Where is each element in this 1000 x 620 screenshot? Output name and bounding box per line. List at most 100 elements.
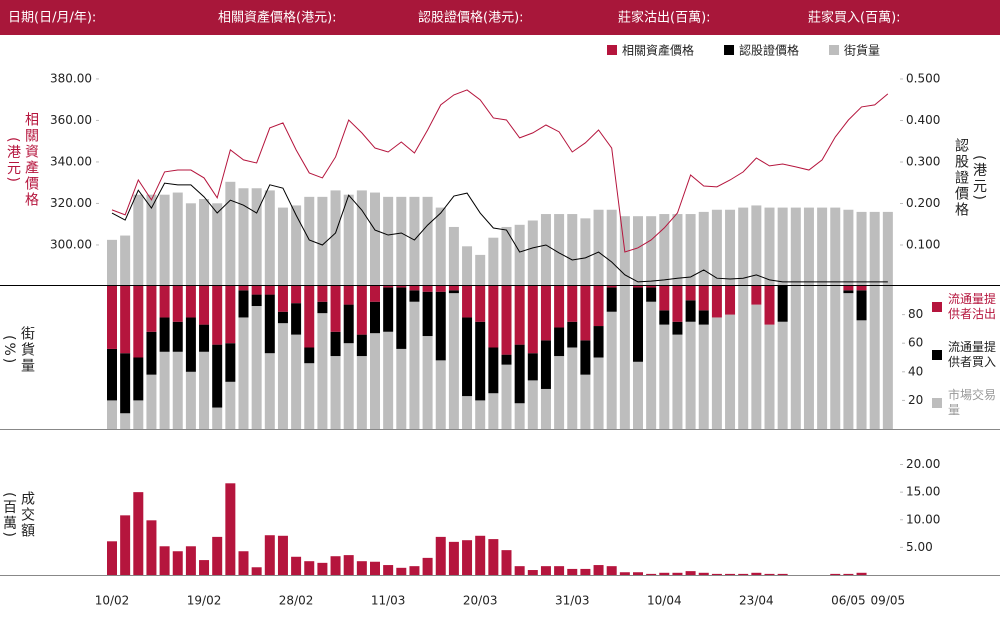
bar [212, 203, 223, 285]
bar-segment [264, 294, 275, 354]
bar [698, 572, 709, 575]
bar [633, 572, 643, 575]
bar [370, 192, 380, 285]
bar [593, 565, 604, 575]
bar-segment [238, 290, 249, 318]
legend-swatch [932, 350, 942, 360]
x-tick-label: 23/04 [739, 594, 774, 608]
bar [343, 194, 354, 285]
bar-segment [527, 353, 538, 381]
bar-segment [672, 286, 683, 322]
bar-segment [633, 286, 643, 288]
line [111, 89, 889, 253]
bar-segment [343, 343, 354, 429]
bar-segment [146, 374, 157, 429]
bar [172, 192, 183, 285]
y-tick-label: 5.00 [906, 540, 933, 554]
bar-segment [764, 324, 775, 429]
bar [251, 188, 262, 285]
bar-segment [711, 317, 722, 429]
bar-segment [830, 286, 841, 429]
x-tick-label: 06/05 [831, 594, 866, 608]
bar-segment [514, 286, 525, 345]
bar [711, 573, 722, 575]
bar [751, 205, 762, 285]
bar [448, 226, 459, 285]
bar [567, 214, 578, 285]
bar-segment [422, 291, 433, 337]
bar [396, 567, 407, 575]
bar-segment [501, 354, 512, 365]
bar [475, 535, 486, 575]
bar [672, 214, 683, 285]
bar-segment [409, 290, 420, 302]
bar [448, 541, 459, 575]
y-axis-title: 街貨量 (%) [0, 300, 36, 400]
bar-segment [304, 363, 315, 429]
bar-segment [159, 286, 170, 318]
bar [277, 535, 288, 575]
bar-segment [107, 400, 117, 429]
bar-segment [435, 360, 446, 429]
bar-segment [725, 286, 736, 315]
bar-segment [672, 321, 683, 335]
bar-segment [172, 321, 183, 352]
bar [738, 207, 749, 285]
bar-segment [554, 286, 565, 328]
bar-segment [501, 286, 512, 355]
header-label: 莊家沽出(百萬): [618, 10, 711, 26]
bar-segment [383, 286, 394, 288]
bar [133, 492, 144, 575]
y-tick-label: 10.00 [906, 512, 940, 526]
bar [659, 572, 670, 575]
bar-segment [633, 361, 643, 429]
bar [225, 181, 236, 285]
bar-segment [659, 324, 670, 429]
bar-segment [251, 294, 262, 307]
bar [633, 216, 643, 285]
bar-segment [567, 321, 578, 348]
bar-segment [646, 301, 657, 429]
bar-segment [146, 331, 157, 375]
bar [107, 239, 117, 285]
bar-segment [698, 286, 709, 311]
bar [764, 207, 775, 285]
bar [370, 561, 380, 575]
legend-swatch [932, 398, 942, 408]
bar-segment [633, 287, 643, 362]
bar-segment [843, 286, 854, 291]
bar-segment [199, 286, 210, 325]
bar-segment [172, 351, 183, 429]
bar [567, 568, 578, 575]
bar [869, 211, 880, 285]
bar-segment [396, 286, 407, 288]
bar-segment [593, 286, 604, 327]
bar [725, 573, 736, 575]
bar-segment [843, 290, 854, 294]
bar-segment [501, 364, 512, 429]
bar-segment [619, 286, 630, 429]
bar-segment [685, 321, 696, 429]
legend-label: 認股證價格 [739, 43, 799, 58]
legend-label: 相關資產價格 [622, 43, 694, 58]
x-tick-label: 28/02 [279, 594, 314, 608]
bar [317, 562, 328, 575]
bar-segment [422, 286, 433, 292]
x-tick-label: 31/03 [555, 594, 590, 608]
bar-segment [751, 286, 762, 305]
y-tick-label: 0.500 [906, 72, 940, 86]
bar-segment [172, 286, 183, 322]
bar-segment [277, 286, 288, 312]
bar-segment [370, 286, 380, 302]
y-tick-label: 300.00 [50, 237, 92, 251]
bar-segment [225, 381, 236, 429]
bar [659, 214, 670, 285]
bar-segment [107, 286, 117, 349]
bar [317, 196, 328, 285]
bar-segment [159, 351, 170, 429]
bar-segment [370, 301, 380, 334]
bar-segment [527, 380, 538, 429]
bar-segment [212, 407, 223, 429]
y-tick-label: 0.300 [906, 155, 940, 169]
